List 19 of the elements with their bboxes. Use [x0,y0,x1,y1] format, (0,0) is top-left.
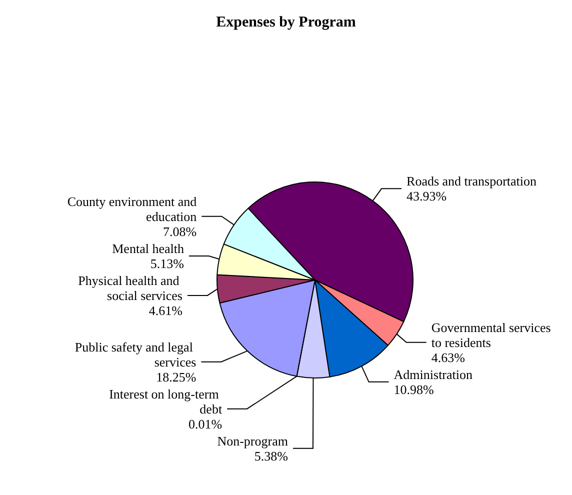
slice-label: Roads and transportation [406,174,538,189]
slice-label: Non-program [217,433,288,448]
chart-title: Expenses by Program [216,14,356,30]
data-label: 5.13% [150,256,184,271]
data-label: 43.93% [406,188,447,204]
data-label: 10.98% [394,382,434,397]
data-label: 5.38% [254,448,288,464]
slice-label: Physical health and social services [78,272,182,303]
data-label: 4.61% [148,302,183,318]
slice-label: Interest on long-term debt [109,386,222,416]
slice-label: Public safety and legal services [74,339,196,370]
slice-label: County environment and education [67,194,198,224]
data-label: 4.63% [431,350,466,365]
slice-label: Administration [394,366,473,382]
data-label: 7.08% [163,224,197,239]
data-label: 18.25% [156,369,196,384]
slice-label: Mental health [112,240,184,256]
slice-label: Governmental services to residents [431,320,554,350]
data-label: 0.01% [188,416,222,432]
